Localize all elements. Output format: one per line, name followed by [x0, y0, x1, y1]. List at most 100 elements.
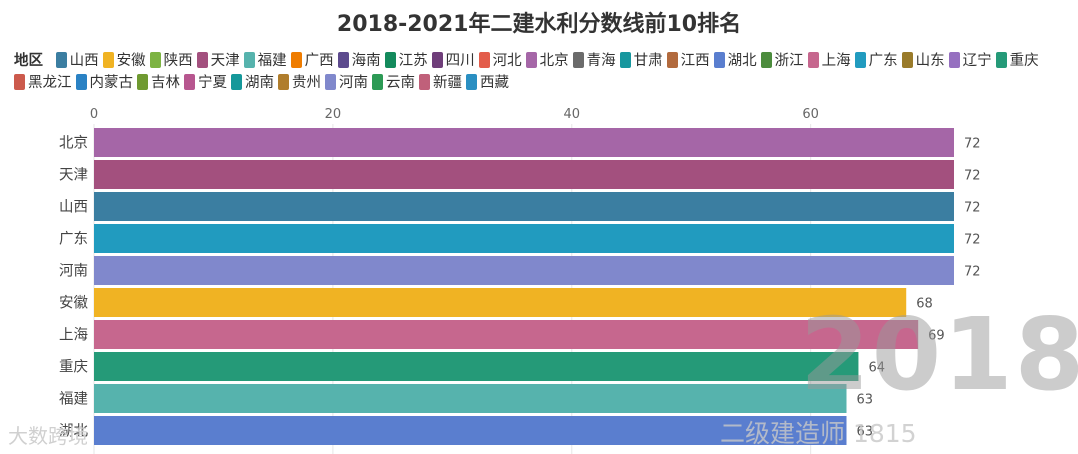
bar[interactable]	[94, 256, 954, 285]
legend-label: 黑龙江	[28, 75, 72, 91]
legend-label: 重庆	[1009, 53, 1039, 69]
year-watermark: 2018	[800, 296, 1078, 413]
legend-item[interactable]: 湖北	[713, 50, 757, 72]
legend-swatch	[196, 52, 208, 68]
legend-item[interactable]: 云南	[372, 72, 415, 94]
legend-item[interactable]: 贵州	[278, 72, 321, 94]
legend-swatch	[243, 52, 255, 68]
value-label: 68	[916, 297, 933, 312]
legend-item[interactable]: 重庆	[995, 50, 1039, 72]
legend-swatch	[901, 52, 913, 68]
category-label: 上海	[59, 327, 88, 344]
legend-label: 青海	[586, 53, 616, 69]
legend-item[interactable]: 山西	[55, 50, 99, 72]
x-tick-label: 20	[325, 107, 342, 122]
legend-item[interactable]: 甘肃	[619, 50, 663, 72]
bar[interactable]	[94, 352, 859, 381]
legend-item[interactable]: 湖南	[231, 72, 274, 94]
legend-swatch	[137, 74, 148, 90]
legend-item[interactable]: 宁夏	[184, 72, 227, 94]
category-label: 广东	[59, 231, 88, 248]
legend-item[interactable]: 四川	[431, 50, 475, 72]
category-label: 山西	[59, 199, 88, 216]
bar[interactable]	[94, 224, 954, 253]
category-label: 河南	[59, 263, 88, 280]
category-label: 福建	[59, 391, 88, 408]
legend-label: 江西	[680, 53, 710, 69]
legend-swatch	[619, 52, 631, 68]
legend-item[interactable]: 吉林	[137, 72, 180, 94]
legend-swatch	[666, 52, 678, 68]
legend-item[interactable]: 安徽	[102, 50, 146, 72]
legend-item[interactable]: 江西	[666, 50, 710, 72]
legend-swatch	[290, 52, 302, 68]
category-label: 北京	[59, 135, 88, 152]
bar[interactable]	[94, 288, 907, 317]
legend-item[interactable]: 福建	[243, 50, 287, 72]
legend-item[interactable]: 海南	[337, 50, 381, 72]
legend-label: 陕西	[163, 53, 193, 69]
x-tick-label: 40	[564, 107, 581, 122]
bar[interactable]	[94, 320, 919, 349]
value-label: 72	[964, 201, 981, 216]
legend-item[interactable]: 山东	[901, 50, 945, 72]
legend: 地区 山西 安徽 陕西 天津 福建 广西 海南 江苏 四川 河北 北京 青海 甘肃 江西 湖北 浙江 上海 广东山…	[14, 50, 1070, 94]
x-tick-label: 0	[90, 107, 98, 122]
legend-item[interactable]: 黑龙江	[14, 72, 72, 94]
legend-swatch	[854, 52, 866, 68]
legend-swatch	[102, 52, 114, 68]
legend-swatch	[431, 52, 443, 68]
legend-label: 新疆	[433, 75, 462, 91]
value-label: 69	[928, 329, 945, 344]
bar[interactable]	[94, 128, 954, 157]
legend-item[interactable]: 河北	[478, 50, 522, 72]
legend-item[interactable]: 青海	[572, 50, 616, 72]
bar[interactable]	[94, 192, 954, 221]
legend-item[interactable]: 新疆	[419, 72, 462, 94]
account-watermark: 二级建造师 1815	[720, 419, 917, 448]
legend-item[interactable]: 辽宁	[948, 50, 992, 72]
legend-item[interactable]: 江苏	[384, 50, 428, 72]
legend-label: 河南	[339, 75, 368, 91]
legend-swatch	[572, 52, 584, 68]
legend-item[interactable]: 北京	[525, 50, 569, 72]
legend-label: 辽宁	[962, 53, 992, 69]
bar[interactable]	[94, 160, 954, 189]
legend-swatch	[14, 74, 25, 90]
category-label: 重庆	[59, 359, 88, 376]
legend-label: 安徽	[116, 53, 146, 69]
legend-label: 浙江	[774, 53, 804, 69]
legend-item[interactable]: 陕西	[149, 50, 193, 72]
legend-swatch	[184, 74, 195, 90]
legend-label: 广东	[868, 53, 898, 69]
legend-item[interactable]: 浙江	[760, 50, 804, 72]
legend-items: 山西 安徽 陕西 天津 福建 广西 海南 江苏 四川 河北 北京 青海 甘肃 江西 湖北 浙江 上海 广东 山东 辽宁…	[14, 50, 1043, 94]
legend-item[interactable]: 西藏	[466, 72, 509, 94]
legend-label: 福建	[257, 53, 287, 69]
legend-item[interactable]: 河南	[325, 72, 368, 94]
value-label: 64	[868, 361, 885, 376]
bar[interactable]	[94, 384, 847, 413]
legend-label: 吉林	[151, 75, 180, 91]
legend-swatch	[149, 52, 161, 68]
legend-swatch	[525, 52, 537, 68]
legend-swatch	[948, 52, 960, 68]
bar[interactable]	[94, 416, 847, 445]
x-axis-ticks: 0 20 40 60	[90, 107, 819, 122]
legend-swatch	[995, 52, 1007, 68]
legend-label: 甘肃	[633, 53, 663, 69]
legend-label: 上海	[821, 53, 851, 69]
legend-swatch	[278, 74, 289, 90]
x-tick-label: 60	[802, 107, 819, 122]
legend-item[interactable]: 广西	[290, 50, 334, 72]
legend-label: 北京	[539, 53, 569, 69]
legend-item[interactable]: 内蒙古	[75, 72, 133, 94]
legend-swatch	[384, 52, 396, 68]
bars	[94, 128, 954, 445]
category-label: 湖北	[59, 423, 88, 440]
source-watermark: 大数跨境	[8, 424, 88, 448]
legend-label: 天津	[210, 53, 240, 69]
legend-item[interactable]: 天津	[196, 50, 240, 72]
legend-item[interactable]: 广东	[854, 50, 898, 72]
legend-item[interactable]: 上海	[807, 50, 851, 72]
